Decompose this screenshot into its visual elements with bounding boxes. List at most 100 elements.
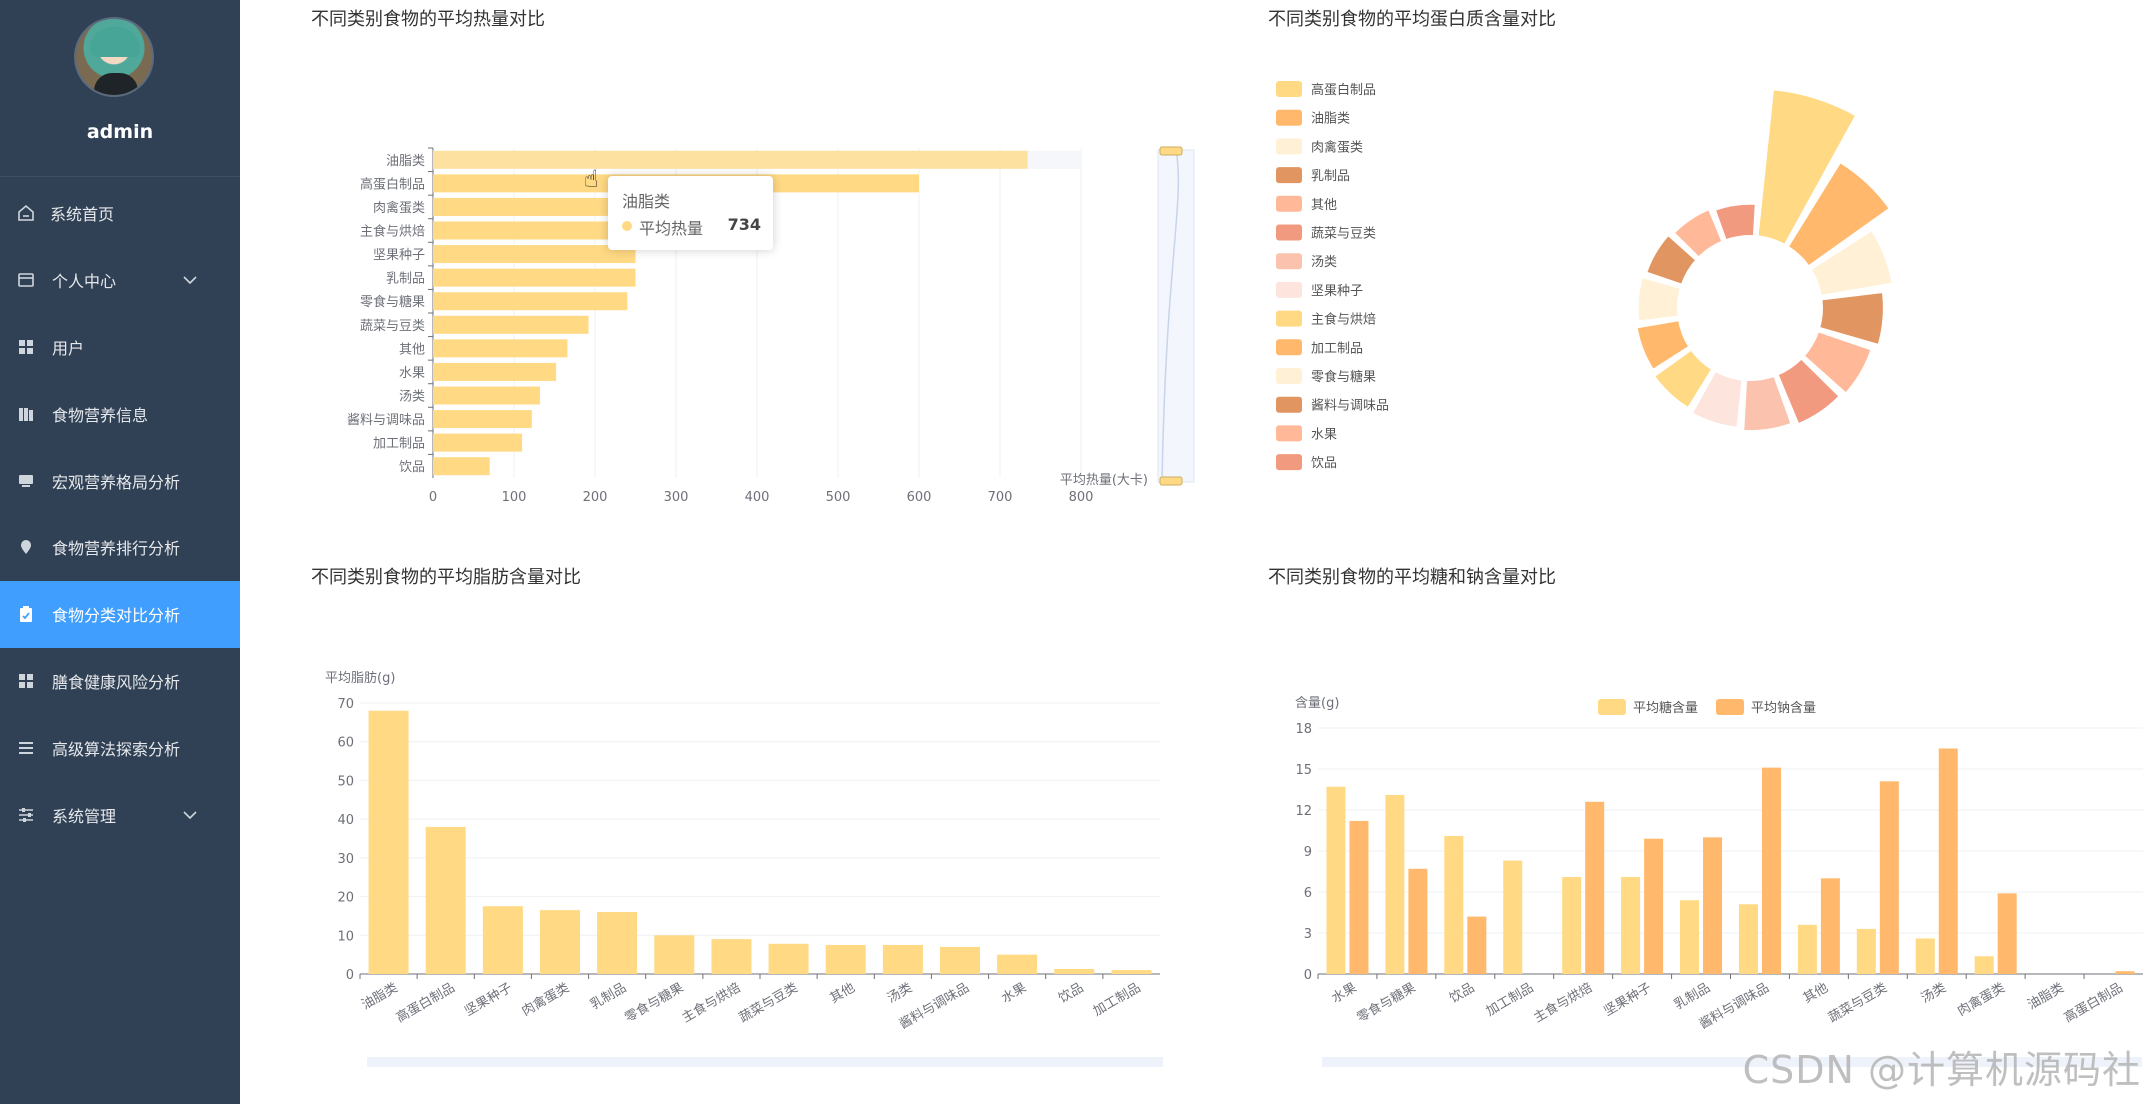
- x-tick-label: 水果: [1329, 980, 1359, 1006]
- x-tick-label: 其他: [828, 980, 858, 1006]
- bar: [433, 197, 632, 216]
- legend-swatch: [1276, 167, 1302, 184]
- y-tick-label: 酱料与调味品: [347, 413, 425, 428]
- sidebar-item-users[interactable]: 用户: [0, 314, 240, 381]
- sidebar-item-algo[interactable]: 高级算法探索分析: [0, 714, 240, 781]
- chevron-down-icon[interactable]: [180, 270, 200, 290]
- sidebar-item-macro[interactable]: 宏观营养格局分析: [0, 447, 240, 514]
- legend-label: 乳制品: [1311, 169, 1350, 184]
- bar: [1503, 860, 1523, 974]
- legend-label: 肉禽蛋类: [1311, 139, 1363, 155]
- bar: [1644, 838, 1664, 974]
- x-tick-label: 200: [583, 490, 608, 505]
- tooltip-title: 油脂类: [622, 192, 671, 211]
- x-tick-label: 汤类: [885, 980, 915, 1006]
- sidebar-item-category[interactable]: 食物分类对比分析: [0, 580, 240, 648]
- y-tick-label: 60: [337, 736, 354, 751]
- y-tick-label: 其他: [399, 342, 425, 357]
- bar: [825, 944, 866, 974]
- legend-label: 蔬菜与豆类: [1311, 227, 1376, 242]
- bar: [1738, 904, 1758, 974]
- x-tick-label: 800: [1069, 490, 1094, 505]
- legend-label: 高蛋白制品: [1311, 82, 1376, 98]
- x-tick-label: 水果: [999, 980, 1029, 1006]
- legend-swatch: [1276, 138, 1302, 155]
- bar: [1797, 924, 1817, 974]
- legend-label: 加工制品: [1311, 341, 1363, 356]
- legend-label: 其他: [1311, 198, 1337, 213]
- x-tick-label: 主食与烘焙: [1531, 980, 1595, 1026]
- bar: [1621, 876, 1641, 974]
- clipboard-icon: [16, 604, 36, 624]
- pie-slice: [1635, 318, 1691, 372]
- hand-cursor-icon: ☝: [584, 165, 599, 193]
- sidebar-item-risk[interactable]: 膳食健康风险分析: [0, 648, 240, 715]
- avatar[interactable]: [74, 17, 154, 97]
- x-tick-label: 其他: [1801, 980, 1831, 1006]
- bar: [433, 362, 557, 381]
- legend-label: 坚果种子: [1311, 284, 1363, 299]
- wallet-icon: [16, 270, 36, 290]
- y-tick-label: 水果: [399, 366, 425, 381]
- sidebar-item-ranking[interactable]: 食物营养排行分析: [0, 514, 240, 581]
- calories-chart: 0 100 200 300 400 500 600 700 800平均热量(大卡)油脂类高蛋白制…: [347, 146, 1195, 505]
- bar: [1349, 820, 1369, 974]
- bar: [1562, 876, 1582, 974]
- y-tick-label: 坚果种子: [373, 248, 425, 263]
- legend-swatch: [1276, 454, 1302, 471]
- sidebar: admin 系统首页 个人中心 用户 食物营养信息 宏观营养格局分析 食物营养排行分析 食物…: [0, 0, 240, 1104]
- list-icon: [16, 738, 36, 758]
- legend-swatch: [1276, 109, 1302, 126]
- pie-slice: [1809, 228, 1894, 298]
- fat-chart-title: 不同类别食物的平均脂肪含量对比: [311, 567, 581, 588]
- legend-label: 平均糖含量: [1633, 700, 1698, 716]
- bar: [433, 315, 589, 334]
- bar: [433, 457, 490, 476]
- pie-slice: [1713, 202, 1757, 242]
- x-tick-label: 油脂类: [2025, 980, 2066, 1012]
- bar: [1938, 748, 1958, 974]
- x-tick-label: 肉禽蛋类: [519, 980, 572, 1020]
- legend-label: 零食与糖果: [1311, 369, 1376, 385]
- legend-swatch: [1276, 310, 1302, 327]
- zoom-handle-top: [1159, 146, 1183, 156]
- x-tick-label: 500: [826, 490, 851, 505]
- y-tick-label: 0: [1304, 968, 1312, 983]
- y-tick-label: 乳制品: [386, 272, 425, 287]
- legend-swatch: [1276, 396, 1302, 413]
- bar: [940, 946, 980, 974]
- sidebar-item-label: 食物营养排行分析: [52, 539, 181, 559]
- sidebar-item-personal[interactable]: 个人中心: [0, 247, 240, 314]
- y-tick-label: 高蛋白制品: [360, 176, 425, 192]
- sidebar-item-label: 用户: [52, 338, 85, 358]
- calories-chart-title: 不同类别食物的平均热量对比: [311, 9, 545, 30]
- sidebar-item-system[interactable]: 系统管理: [0, 781, 240, 848]
- x-tick-label: 肉禽蛋类: [1955, 980, 2008, 1020]
- sidebar-item-label: 个人中心: [52, 272, 117, 292]
- pie-slice: [1802, 330, 1873, 395]
- legend-swatch: [1276, 224, 1302, 241]
- sidebar-item-home[interactable]: 系统首页: [0, 180, 240, 247]
- zoom-preview-line: [1161, 149, 1180, 483]
- bar: [654, 935, 695, 974]
- x-tick-label: 300: [664, 490, 689, 505]
- chevron-down-icon[interactable]: [180, 805, 200, 825]
- pie-slice: [1817, 290, 1885, 347]
- x-tick-label: 蔬菜与豆类: [1826, 980, 1890, 1025]
- y-axis-label: 平均脂肪(g): [325, 670, 395, 686]
- pie-slice: [1776, 357, 1841, 426]
- tooltip-value: 734: [727, 215, 761, 234]
- y-tick-label: 70: [337, 697, 354, 712]
- pie-slice: [1652, 348, 1714, 410]
- bar: [1703, 837, 1723, 974]
- y-tick-label: 18: [1295, 722, 1312, 737]
- x-tick-label: 高蛋白制品: [393, 980, 457, 1026]
- x-tick-label: 蔬菜与豆类: [737, 980, 801, 1025]
- pie-slice: [1636, 275, 1683, 323]
- bar: [433, 339, 568, 358]
- y-tick-label: 加工制品: [373, 437, 425, 452]
- y-tick-label: 0: [346, 968, 354, 983]
- protein-chart: 高蛋白制品油脂类肉禽蛋类乳制品其他蔬菜与豆类汤类坚果种子主食与烘焙加工制品零食与…: [1276, 81, 1894, 471]
- sidebar-item-food-info[interactable]: 食物营养信息: [0, 380, 240, 447]
- bar: [433, 433, 523, 452]
